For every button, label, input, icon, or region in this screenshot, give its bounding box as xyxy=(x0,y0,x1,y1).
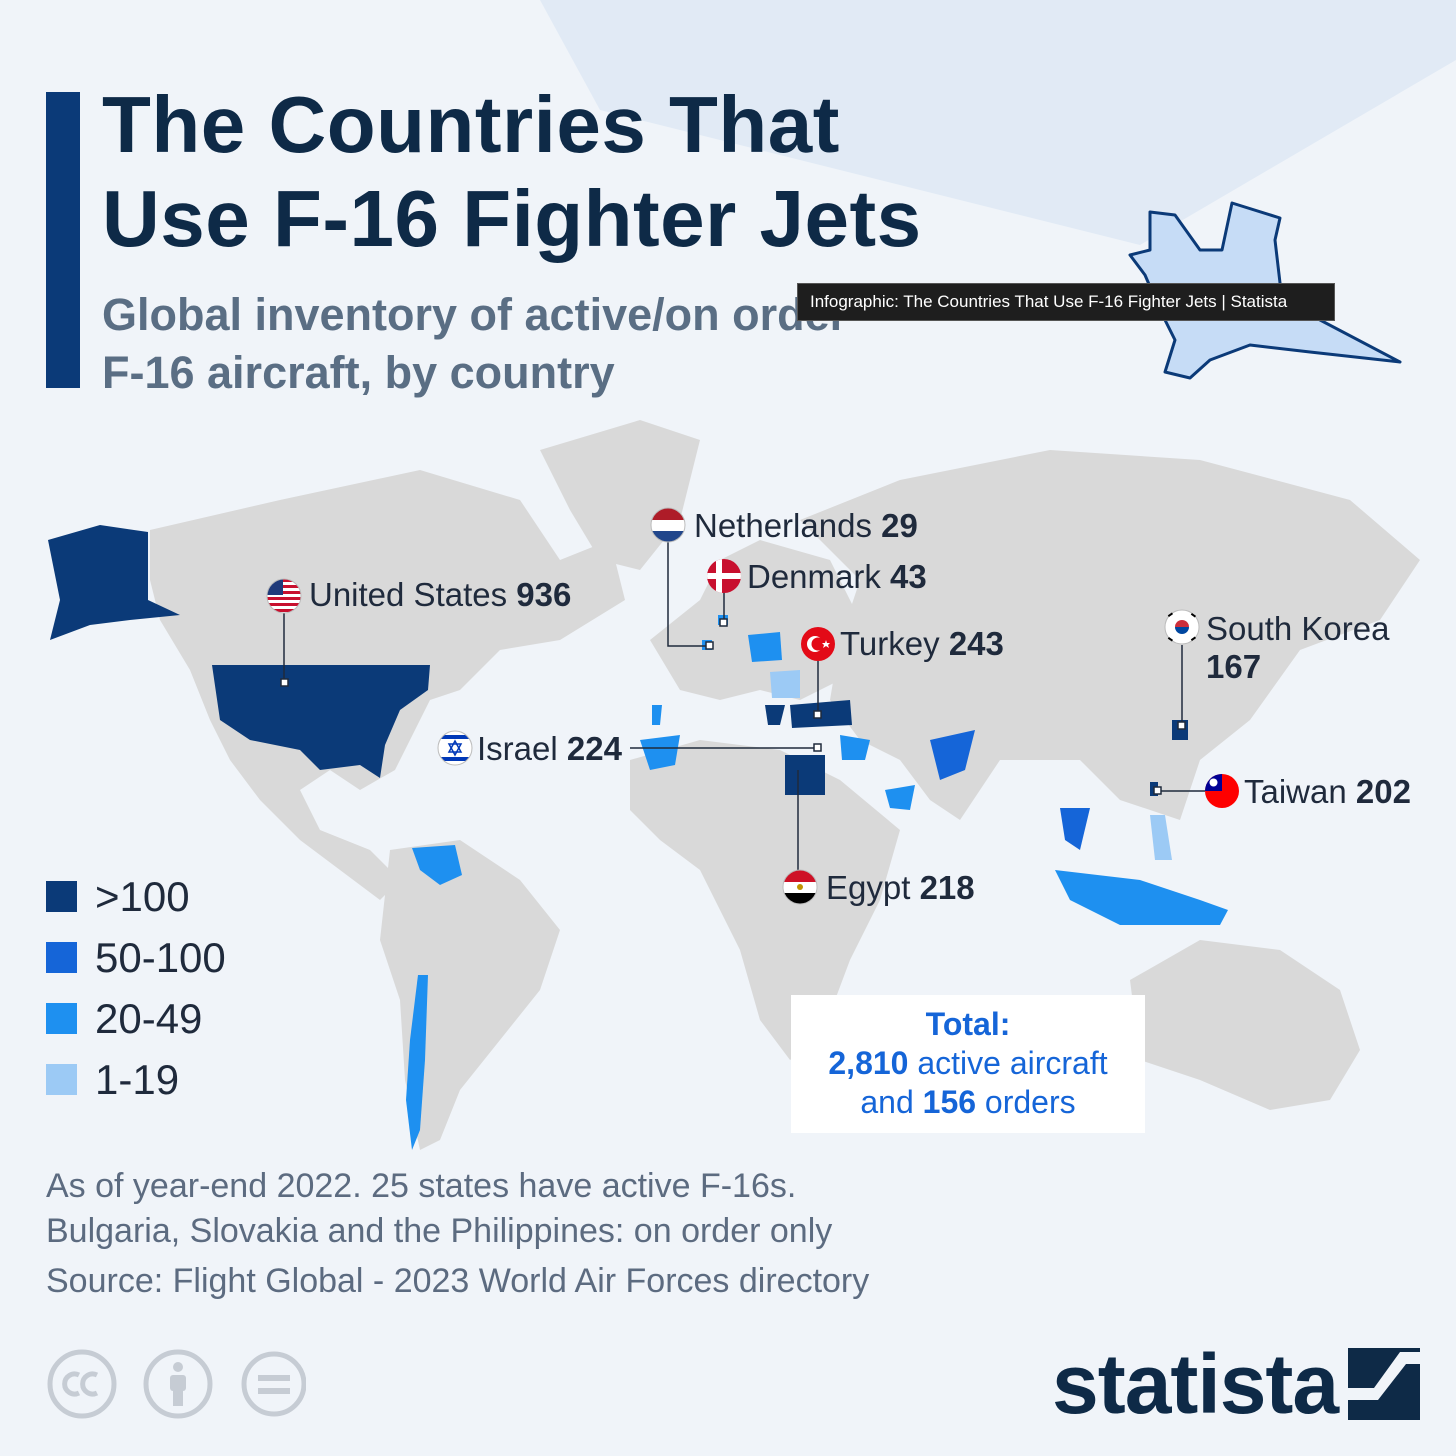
subtitle-line-1: Global inventory of active/on order xyxy=(102,289,848,340)
romania-shape xyxy=(770,670,800,698)
venezuela-shape xyxy=(412,845,462,885)
note-line-1: As of year-end 2022. 25 states have acti… xyxy=(46,1167,797,1205)
egypt-shape xyxy=(785,755,825,795)
label-egypt: Egypt 218 xyxy=(826,869,975,906)
title-line-1: The Countries That xyxy=(102,80,840,169)
source-note: Source: Flight Global - 2023 World Air F… xyxy=(46,1262,870,1300)
title-accent-bar xyxy=(46,92,80,388)
taiwan-flag-icon xyxy=(1205,774,1239,808)
netherlands-flag-icon xyxy=(650,507,686,543)
total-heading: Total: xyxy=(925,1006,1011,1042)
us-flag-icon xyxy=(266,578,302,614)
total-orders-line: and 156 orders xyxy=(791,1083,1145,1122)
notes: As of year-end 2022. 25 states have acti… xyxy=(46,1164,832,1254)
total-box: Total: 2,810 active aircraft and 156 ord… xyxy=(791,995,1145,1133)
total-active-line: 2,810 active aircraft xyxy=(791,1044,1145,1083)
legend-swatch xyxy=(46,1003,77,1034)
chile-shape xyxy=(406,975,428,1150)
total-orders-prefix: and xyxy=(860,1084,914,1120)
portugal-shape xyxy=(652,705,662,725)
cc-icon[interactable] xyxy=(47,1349,117,1419)
legend-label: >100 xyxy=(95,872,190,920)
legend-label: 50-100 xyxy=(95,933,226,981)
label-denmark: Denmark 43 xyxy=(747,558,927,595)
highlighted-countries xyxy=(48,525,1228,1150)
alaska-shape xyxy=(48,525,180,640)
total-active-label: active aircraft xyxy=(917,1045,1108,1081)
legend-item: 50-100 xyxy=(46,927,226,988)
brand-wordmark: statista xyxy=(1052,1337,1339,1431)
thailand-shape xyxy=(1060,808,1090,850)
legend-label: 20-49 xyxy=(95,994,203,1042)
south-korea-flag-icon xyxy=(1164,609,1200,645)
label-united-states: United States 936 xyxy=(309,576,571,613)
image-tooltip: Infographic: The Countries That Use F-16… xyxy=(797,283,1335,321)
legend-item: 1-19 xyxy=(46,1049,226,1110)
total-orders-label: orders xyxy=(984,1084,1076,1120)
uae-oman-shape xyxy=(885,785,915,810)
subtitle-line-2: F-16 aircraft, by country xyxy=(102,347,615,398)
label-netherlands: Netherlands 29 xyxy=(694,507,918,544)
egypt-flag-icon xyxy=(782,869,818,905)
usa-shape xyxy=(212,665,430,778)
landmasses xyxy=(150,420,1420,1150)
label-taiwan: Taiwan 202 xyxy=(1244,773,1411,810)
legend-swatch xyxy=(46,881,77,912)
statista-logo[interactable]: statista xyxy=(1052,1337,1421,1431)
total-orders-value: 156 xyxy=(922,1084,977,1120)
legend: >100 50-100 20-49 1-19 xyxy=(46,866,226,1110)
denmark-flag-icon xyxy=(707,559,741,593)
legend-swatch xyxy=(46,942,77,973)
turkey-flag-icon xyxy=(801,627,835,661)
poland-shape xyxy=(748,632,782,662)
page-title: The Countries That Use F-16 Fighter Jets xyxy=(102,78,922,266)
morocco-shape xyxy=(640,735,680,770)
light-beam xyxy=(540,0,1456,245)
note-line-2: Bulgaria, Slovakia and the Philippines: … xyxy=(46,1212,833,1250)
total-active-value: 2,810 xyxy=(828,1045,909,1081)
callout-lines xyxy=(283,540,1205,870)
label-south-korea: South Korea 167 xyxy=(1206,610,1390,685)
attribution-icon[interactable] xyxy=(143,1349,213,1419)
israel-flag-icon xyxy=(437,730,473,766)
iraq-jordan-shape xyxy=(840,735,870,760)
philippines-shape xyxy=(1150,815,1172,860)
legend-swatch xyxy=(46,1064,77,1095)
page-subtitle: Global inventory of active/on order F-16… xyxy=(102,286,847,402)
title-line-2: Use F-16 Fighter Jets xyxy=(102,174,922,263)
callout-markers xyxy=(280,618,1186,795)
license-icons xyxy=(47,1349,306,1419)
legend-label: 1-19 xyxy=(95,1055,180,1103)
indonesia-shape xyxy=(1055,870,1228,925)
legend-item: >100 xyxy=(46,866,226,927)
legend-item: 20-49 xyxy=(46,988,226,1049)
statista-mark-icon xyxy=(1348,1348,1421,1420)
label-israel: Israel 224 xyxy=(477,730,623,767)
label-turkey: Turkey 243 xyxy=(840,625,1004,662)
pakistan-shape xyxy=(930,730,975,780)
greece-shape xyxy=(765,705,785,725)
no-derivatives-icon[interactable] xyxy=(241,1351,306,1417)
